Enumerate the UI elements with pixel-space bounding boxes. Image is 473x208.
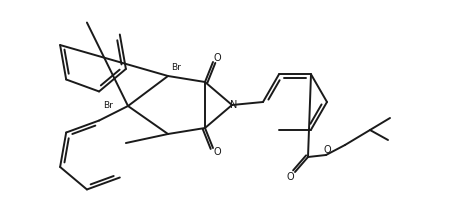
Text: O: O — [213, 53, 221, 63]
Text: Br: Br — [103, 102, 113, 110]
Text: N: N — [230, 100, 238, 110]
Text: O: O — [213, 147, 221, 157]
Text: O: O — [286, 172, 294, 182]
Text: Br: Br — [171, 62, 181, 72]
Text: O: O — [323, 145, 331, 155]
